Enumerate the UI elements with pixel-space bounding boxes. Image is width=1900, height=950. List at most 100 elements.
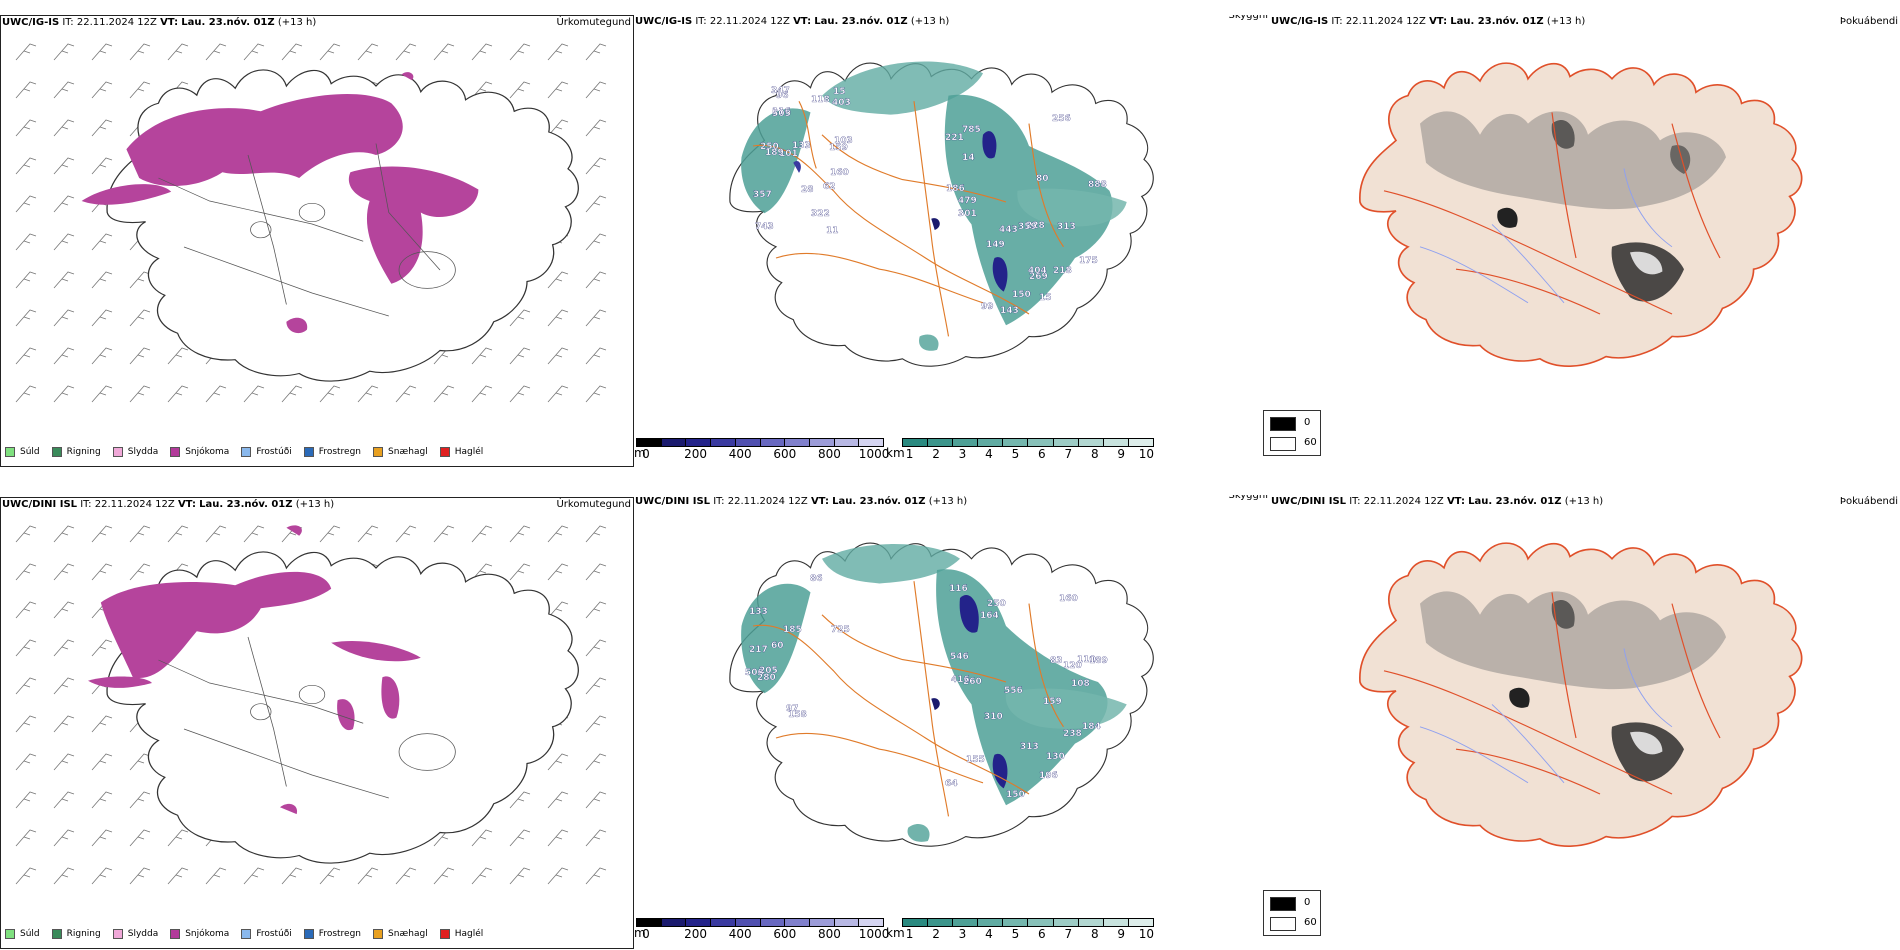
wind-barb <box>53 601 75 619</box>
wind-barb <box>547 867 569 885</box>
wind-barb <box>167 347 189 365</box>
wind-barb <box>53 81 75 99</box>
cloud-base-label: 313 <box>1057 222 1076 232</box>
wind-barb <box>585 385 607 403</box>
cloud-base-label: 15 <box>833 87 846 97</box>
panel-title: Skyggni <box>1228 15 1268 21</box>
wind-barb <box>395 867 417 885</box>
colorbar-ticks: 0 200 400 600 800 1000 <box>636 927 889 941</box>
cloud-base-colorbar: 0 200 400 600 800 1000 m <box>634 438 889 461</box>
fog-swatch <box>1270 917 1296 931</box>
wind-barb <box>357 525 379 543</box>
wind-barb <box>15 233 37 251</box>
wind-barb <box>129 867 151 885</box>
cloud-base-label: 101 <box>779 149 798 159</box>
colorbar-tick: 9 <box>1117 927 1126 941</box>
cloud-base-label: 238 <box>1063 729 1082 739</box>
colorbar-ticks: 0 200 400 600 800 1000 <box>636 447 889 461</box>
legend-swatch <box>241 929 252 939</box>
colorbar-swatch <box>1053 439 1079 446</box>
wind-barb <box>167 525 189 543</box>
cloud-base-label: 218 <box>1053 266 1072 276</box>
colorbar-swatch <box>953 439 979 446</box>
colorbar-swatch <box>735 919 761 926</box>
wind-barb <box>15 639 37 657</box>
cloud-base-label: 743 <box>755 222 774 232</box>
legend-swatch <box>112 447 123 457</box>
cloud-base-label: 506 <box>745 668 764 678</box>
wind-barb <box>53 157 75 175</box>
wind-barb <box>129 753 151 771</box>
colorbar-swatch <box>928 919 954 926</box>
wind-barb <box>53 715 75 733</box>
cloud-base-label: 250 <box>987 599 1006 609</box>
fog-legend-label: 60 <box>1304 917 1317 928</box>
cloud-base-label: 28 <box>801 185 814 195</box>
legend-item: Frostregn <box>303 929 361 939</box>
cloud-base-label: 96 <box>776 91 789 101</box>
wind-barb <box>547 753 569 771</box>
wind-barb <box>129 385 151 403</box>
cloud-base-label: 14 <box>962 153 975 163</box>
wind-barb <box>91 791 113 809</box>
legend-swatch <box>5 447 15 457</box>
wind-barb <box>395 43 417 61</box>
wind-barb <box>91 829 113 847</box>
panel-title: Úrkomutegund <box>556 499 631 510</box>
wind-barb <box>15 791 37 809</box>
cloud-base-label: 64 <box>945 779 958 789</box>
wind-barb <box>585 347 607 365</box>
legend-swatch <box>51 447 62 457</box>
cloud-base-label: 130 <box>1046 752 1065 762</box>
colorbar-unit: km <box>886 446 905 460</box>
cloud-base-label: 280 <box>757 673 776 683</box>
wind-barb <box>471 81 493 99</box>
cloud-base-colorbar: 0 200 400 600 800 1000 m <box>634 918 889 941</box>
cloud-base-label: 110 <box>1077 655 1096 665</box>
colorbar-swatch <box>859 439 884 446</box>
colorbar-tick: 8 <box>1090 447 1099 461</box>
wind-barb <box>243 525 265 543</box>
wind-barb <box>547 347 569 365</box>
wind-barb <box>129 347 151 365</box>
colorbar-tick: 0 <box>642 927 650 941</box>
wind-barb <box>91 81 113 99</box>
wind-barb <box>53 385 75 403</box>
legend-item: Súld <box>5 447 40 457</box>
legend-item: Snjókoma <box>170 447 229 457</box>
visibility-map: 888 256 443 743 479 357 347 269 301 228 250 103 150 1… <box>729 61 1154 367</box>
legend-swatch <box>170 447 181 457</box>
wind-barb <box>471 829 493 847</box>
wind-barb <box>53 639 75 657</box>
wind-barb <box>15 525 37 543</box>
wind-barb <box>471 347 493 365</box>
colorbar-tick: 3 <box>958 447 967 461</box>
panel-title: Skyggni <box>1228 495 1268 501</box>
wind-barb <box>319 867 341 885</box>
colorbar-tick: 8 <box>1090 927 1099 941</box>
colorbar-tick: 400 <box>728 447 752 461</box>
fog-legend-label: 0 <box>1304 417 1311 428</box>
cloud-base-label: 785 <box>962 125 981 135</box>
wind-barb <box>585 639 607 657</box>
cloud-base-label: 189 <box>765 148 784 158</box>
wind-barb <box>243 867 265 885</box>
precip-type-panel-ig: UWC/IG-IS IT: 22.11.2024 12Z VT: Lau. 23… <box>0 15 634 467</box>
cloud-base-label: 116 <box>772 107 791 117</box>
colorbar-bar <box>902 918 1154 927</box>
colorbar-tick: 600 <box>773 927 797 941</box>
wind-barb <box>91 753 113 771</box>
colorbar-swatch <box>735 439 761 446</box>
wind-barb <box>53 791 75 809</box>
precip-type-map <box>15 525 607 885</box>
legend-swatch <box>5 929 15 939</box>
precip-type-panel-dini: UWC/DINI ISL IT: 22.11.2024 12Z VT: Lau.… <box>0 497 634 949</box>
wind-barb <box>547 43 569 61</box>
cloud-base-label: 416 <box>951 675 970 685</box>
colorbar-bar <box>636 918 884 927</box>
cloud-base-label: 97 <box>786 704 799 714</box>
colorbar-tick: 200 <box>684 447 707 461</box>
cloud-base-label: 184 <box>1082 722 1101 732</box>
legend-item: Slydda <box>112 447 158 457</box>
wind-barb <box>167 43 189 61</box>
